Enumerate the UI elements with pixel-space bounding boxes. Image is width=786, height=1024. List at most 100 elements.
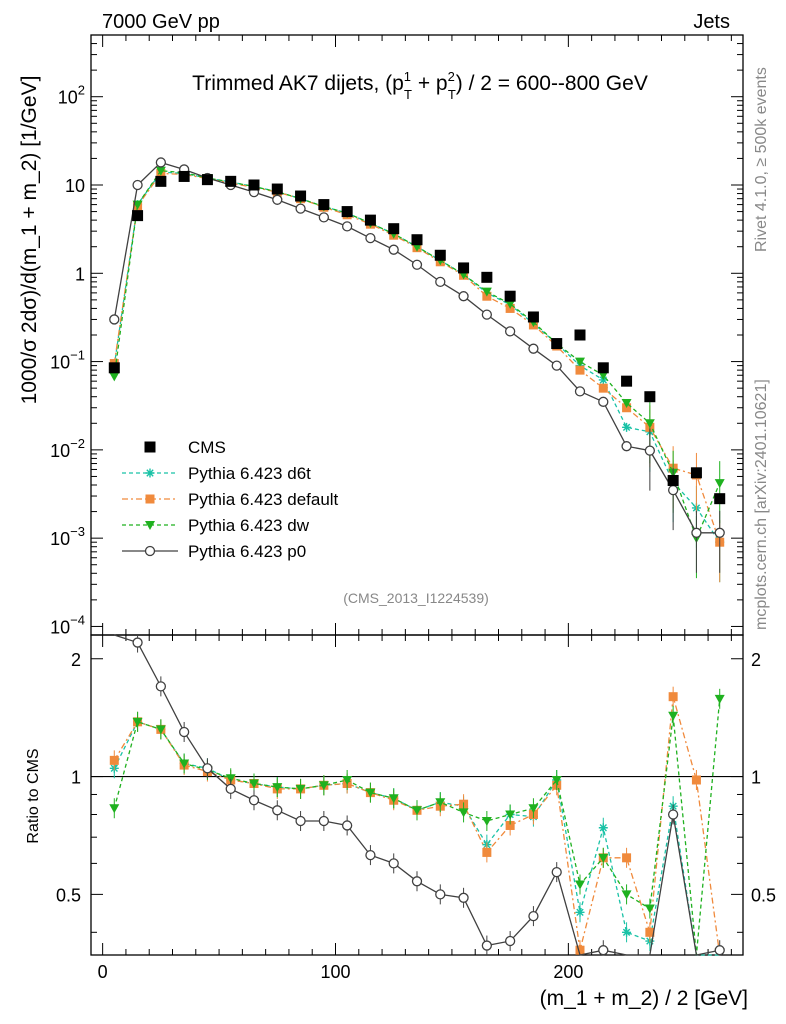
ratio-point-pythia-6-423-default <box>575 945 585 955</box>
ratio-point-pythia-6-423-dw <box>388 794 399 804</box>
point-cms <box>434 249 446 261</box>
point-pythia-6-423-dw <box>155 166 166 176</box>
ratio-y-axis-label: Ratio to CMS <box>25 748 42 843</box>
point-pythia-6-423-p0 <box>528 343 539 354</box>
y-tick-label: 10−4 <box>50 612 85 637</box>
legend-marker-pythia-6-423-p0 <box>144 545 156 557</box>
ratio-point-pythia-6-423-p0 <box>178 726 190 738</box>
ratio-point-pythia-6-423-p0 <box>295 815 306 827</box>
legend-marker-pythia-6-423-d6t <box>145 468 155 478</box>
ratio-tick-label-right: 0.5 <box>751 885 776 905</box>
ratio-point-pythia-6-423-default <box>109 755 119 765</box>
point-pythia-6-423-p0 <box>621 441 632 452</box>
ratio-plot-frame <box>90 634 744 956</box>
ratio-point-pythia-6-423-p0 <box>155 681 167 692</box>
point-cms <box>155 175 167 187</box>
point-pythia-6-423-p0 <box>644 445 656 456</box>
ratio-point-pythia-6-423-dw <box>249 779 259 789</box>
ratio-point-pythia-6-423-default <box>668 692 678 702</box>
x-tick-label: 100 <box>320 962 350 982</box>
point-cms <box>225 175 237 187</box>
point-cms <box>318 199 330 211</box>
ratio-point-pythia-6-423-dw <box>481 816 492 826</box>
ratio-point-pythia-6-423-default <box>645 927 655 937</box>
ratio-point-pythia-6-423-dw <box>295 784 306 794</box>
point-cms <box>597 362 609 374</box>
point-pythia-6-423-p0 <box>598 396 609 407</box>
point-cms <box>341 206 353 218</box>
y-axis-label: 1000/σ 2dσ)/d(m_1 + m_2) [1/GeV] <box>18 76 41 405</box>
ratio-point-pythia-6-423-dw <box>668 711 679 721</box>
ratio-point-pythia-6-423-d6t <box>575 907 585 917</box>
point-pythia-6-423-dw <box>714 479 725 489</box>
ratio-point-pythia-6-423-dw <box>155 725 166 735</box>
point-pythia-6-423-dw <box>598 371 609 381</box>
point-cms <box>458 262 470 274</box>
ratio-point-pythia-6-423-default <box>691 775 701 785</box>
point-pythia-6-423-p0 <box>667 484 679 496</box>
series-line-pythia-6-423-default <box>113 172 721 543</box>
ratio-point-pythia-6-423-dw <box>551 775 562 785</box>
ratio-point-pythia-6-423-dw <box>598 853 609 863</box>
side-label-top: Rivet 4.1.0, ≥ 500k events <box>753 67 770 252</box>
point-pythia-6-423-dw <box>575 357 585 367</box>
ratio-point-pythia-6-423-p0 <box>132 637 143 648</box>
x-tick-label: 0 <box>98 962 108 982</box>
series-line-pythia-6-423-dw <box>113 170 721 540</box>
point-cms <box>714 493 726 505</box>
x-axis-label: (m_1 + m_2) / 2 [GeV] <box>540 987 748 1010</box>
point-pythia-6-423-default <box>575 365 585 375</box>
ratio-point-pythia-6-423-dw <box>412 806 422 816</box>
y-tick-label: 1 <box>75 264 85 284</box>
ratio-point-pythia-6-423-dw <box>435 798 446 808</box>
ratio-point-pythia-6-423-dw <box>505 810 516 820</box>
ratio-point-pythia-6-423-p0 <box>272 805 283 816</box>
ratio-tick-label-right: 1 <box>751 768 761 788</box>
x-tick-label: 200 <box>553 962 583 982</box>
point-pythia-6-423-d6t <box>622 422 632 432</box>
point-cms <box>411 234 423 246</box>
ratio-point-pythia-6-423-default <box>505 820 515 830</box>
point-cms <box>690 467 702 479</box>
ratio-point-pythia-6-423-p0 <box>504 935 516 947</box>
point-cms <box>295 190 307 202</box>
point-pythia-6-423-dw <box>621 398 632 408</box>
ratio-point-pythia-6-423-p0 <box>388 858 399 869</box>
point-pythia-6-423-p0 <box>714 527 725 538</box>
point-cms <box>388 223 400 235</box>
ratio-point-pythia-6-423-p0 <box>598 945 609 956</box>
point-cms <box>504 290 516 302</box>
point-pythia-6-423-p0 <box>341 221 353 232</box>
legend-marker-pythia-6-423-dw <box>145 521 155 530</box>
point-pythia-6-423-p0 <box>272 194 283 205</box>
ratio-point-pythia-6-423-p0 <box>458 892 469 903</box>
point-pythia-6-423-p0 <box>365 233 376 244</box>
point-pythia-6-423-dw <box>505 299 516 309</box>
point-cms <box>644 391 656 403</box>
ratio-point-pythia-6-423-dw <box>575 880 585 890</box>
point-pythia-6-423-p0 <box>132 179 143 191</box>
ratio-point-pythia-6-423-p0 <box>248 795 260 806</box>
ratio-point-pythia-6-423-p0 <box>318 815 330 827</box>
ratio-point-pythia-6-423-dw <box>528 804 539 814</box>
ratio-line-pythia-6-423-default <box>113 696 721 956</box>
point-pythia-6-423-p0 <box>155 157 167 168</box>
point-pythia-6-423-p0 <box>411 259 423 270</box>
point-pythia-6-423-p0 <box>318 212 330 223</box>
point-pythia-6-423-default <box>598 383 608 393</box>
ratio-point-pythia-6-423-dw <box>109 804 120 814</box>
ratio-point-pythia-6-423-dw <box>318 781 329 791</box>
ratio-point-pythia-6-423-d6t <box>622 927 632 937</box>
ratio-point-pythia-6-423-dw <box>132 717 143 727</box>
y-tick-label: 10−1 <box>50 348 85 373</box>
header-right: Jets <box>693 11 730 33</box>
point-cms <box>364 214 376 226</box>
y-tick-label: 10−2 <box>50 436 85 461</box>
ratio-point-pythia-6-423-p0 <box>551 866 562 878</box>
legend-label-pythia-6-423-p0: Pythia 6.423 p0 <box>188 542 306 561</box>
ratio-point-pythia-6-423-d6t <box>598 823 608 833</box>
point-cms <box>481 271 493 283</box>
point-pythia-6-423-p0 <box>435 276 446 287</box>
point-cms <box>271 183 283 195</box>
